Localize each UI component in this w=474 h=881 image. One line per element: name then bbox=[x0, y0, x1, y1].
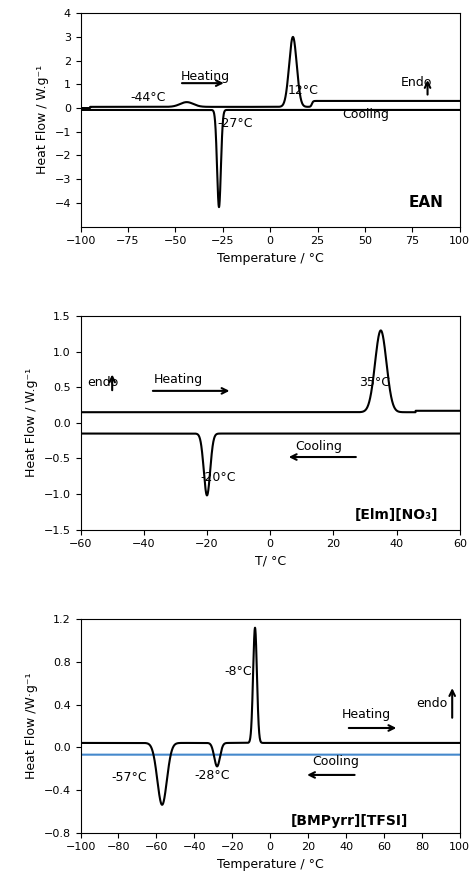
Text: Cooling: Cooling bbox=[312, 755, 359, 768]
X-axis label: Temperature / °C: Temperature / °C bbox=[217, 252, 324, 265]
Text: endo: endo bbox=[416, 697, 447, 710]
Text: Heating: Heating bbox=[153, 373, 202, 386]
Text: -28°C: -28°C bbox=[194, 769, 230, 782]
Y-axis label: Heat Flow / W.g⁻¹: Heat Flow / W.g⁻¹ bbox=[25, 368, 38, 478]
Text: Cooling: Cooling bbox=[295, 440, 342, 453]
Text: 35°C: 35°C bbox=[359, 376, 390, 389]
Text: -20°C: -20°C bbox=[201, 471, 236, 485]
Text: Endo: Endo bbox=[401, 76, 432, 88]
Text: [Elm][NO₃]: [Elm][NO₃] bbox=[355, 507, 438, 522]
Text: -44°C: -44°C bbox=[130, 92, 165, 105]
X-axis label: Temperature / °C: Temperature / °C bbox=[217, 858, 324, 870]
X-axis label: T/ °C: T/ °C bbox=[255, 555, 286, 568]
Text: EAN: EAN bbox=[408, 195, 443, 210]
Text: Heating: Heating bbox=[342, 708, 392, 722]
Text: Cooling: Cooling bbox=[342, 108, 389, 121]
Text: -57°C: -57°C bbox=[111, 772, 146, 784]
Text: Heating: Heating bbox=[181, 70, 230, 83]
Text: -8°C: -8°C bbox=[225, 664, 252, 677]
Text: endo: endo bbox=[87, 376, 118, 389]
Text: -27°C: -27°C bbox=[217, 116, 253, 130]
Y-axis label: Heat Flow /W·g⁻¹: Heat Flow /W·g⁻¹ bbox=[25, 672, 38, 779]
Text: 12°C: 12°C bbox=[287, 84, 318, 97]
Text: [BMPyrr][TFSI]: [BMPyrr][TFSI] bbox=[291, 814, 409, 828]
Y-axis label: Heat Flow / W.g⁻¹: Heat Flow / W.g⁻¹ bbox=[36, 65, 49, 174]
